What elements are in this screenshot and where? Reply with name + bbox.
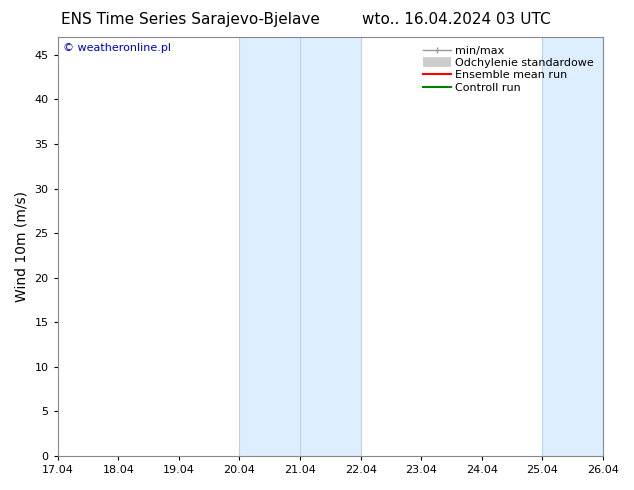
- Bar: [240, 37, 361, 456]
- Y-axis label: Wind 10m (m/s): Wind 10m (m/s): [15, 191, 29, 302]
- Text: ENS Time Series Sarajevo-Bjelave: ENS Time Series Sarajevo-Bjelave: [61, 12, 320, 27]
- Text: © weatheronline.pl: © weatheronline.pl: [63, 43, 171, 53]
- Bar: [543, 37, 633, 456]
- Text: wto.. 16.04.2024 03 UTC: wto.. 16.04.2024 03 UTC: [362, 12, 551, 27]
- Legend: min/max, Odchylenie standardowe, Ensemble mean run, Controll run: min/max, Odchylenie standardowe, Ensembl…: [420, 43, 597, 96]
